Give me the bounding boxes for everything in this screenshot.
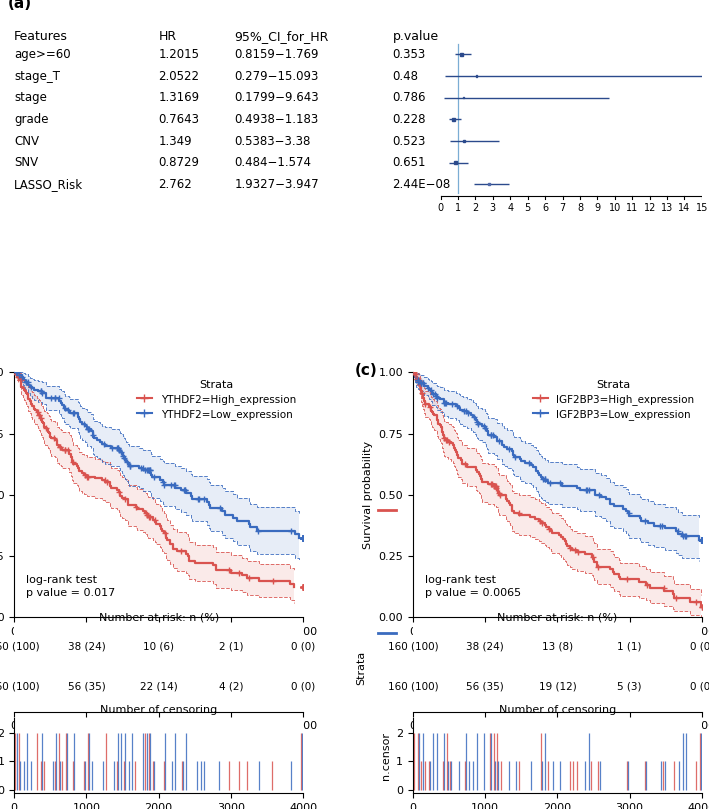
Text: LASSO_Risk: LASSO_Risk [14, 178, 83, 191]
Text: 4: 4 [507, 203, 513, 213]
Text: 22 (14): 22 (14) [140, 682, 177, 692]
X-axis label: Time: Time [144, 642, 173, 655]
Text: 7: 7 [559, 203, 566, 213]
Text: 8: 8 [577, 203, 583, 213]
Bar [476, 75, 477, 77]
Text: 1: 1 [455, 203, 461, 213]
Text: Number at risk: n (%): Number at risk: n (%) [99, 612, 219, 622]
Text: 10: 10 [608, 203, 621, 213]
Text: 1.9327−3.947: 1.9327−3.947 [234, 178, 319, 191]
Text: 0.48: 0.48 [393, 70, 418, 83]
Text: 160 (100): 160 (100) [0, 641, 40, 651]
Text: 10 (6): 10 (6) [143, 641, 174, 651]
Y-axis label: Survival probability: Survival probability [363, 441, 373, 549]
Text: 160 (100): 160 (100) [388, 641, 438, 651]
Text: 15: 15 [696, 203, 708, 213]
Text: 56 (35): 56 (35) [67, 682, 106, 692]
Text: 0.228: 0.228 [393, 113, 426, 126]
Text: p.value: p.value [393, 30, 439, 43]
Legend: YTHDF2=High_expression, YTHDF2=Low_expression: YTHDF2=High_expression, YTHDF2=Low_expre… [133, 375, 300, 424]
Text: CNV: CNV [14, 134, 39, 147]
Text: 12: 12 [644, 203, 656, 213]
Text: 0.786: 0.786 [393, 91, 426, 104]
Text: Number at risk: n (%): Number at risk: n (%) [497, 612, 618, 622]
Text: 0.523: 0.523 [393, 134, 426, 147]
Text: 0.651: 0.651 [393, 156, 426, 169]
Text: 2 (1): 2 (1) [218, 641, 243, 651]
Text: (a): (a) [7, 0, 31, 11]
Text: 0 (0): 0 (0) [291, 641, 316, 651]
Text: age>=60: age>=60 [14, 48, 71, 61]
Text: 0.7643: 0.7643 [159, 113, 200, 126]
Text: 0.8159−1.769: 0.8159−1.769 [234, 48, 319, 61]
Text: grade: grade [14, 113, 49, 126]
Text: 11: 11 [626, 203, 638, 213]
Legend: IGF2BP3=High_expression, IGF2BP3=Low_expression: IGF2BP3=High_expression, IGF2BP3=Low_exp… [528, 375, 699, 424]
Text: stage: stage [14, 91, 47, 104]
Text: Number of censoring: Number of censoring [499, 705, 616, 714]
Text: 0 (0): 0 (0) [690, 641, 709, 651]
Text: SNV: SNV [14, 156, 38, 169]
Text: 5: 5 [525, 203, 531, 213]
Text: 38 (24): 38 (24) [67, 641, 106, 651]
Y-axis label: n.censor: n.censor [381, 731, 391, 780]
Text: 160 (100): 160 (100) [388, 682, 438, 692]
Text: 56 (35): 56 (35) [467, 682, 504, 692]
Text: Strata: Strata [356, 650, 366, 685]
Text: 0.279−15.093: 0.279−15.093 [234, 70, 318, 83]
Bar [454, 162, 457, 164]
Text: 0.8729: 0.8729 [159, 156, 200, 169]
Text: 2.0522: 2.0522 [159, 70, 200, 83]
Text: log-rank test
p value = 0.017: log-rank test p value = 0.017 [26, 574, 115, 598]
Text: 0.353: 0.353 [393, 48, 425, 61]
Text: 95%_CI_for_HR: 95%_CI_for_HR [234, 30, 329, 43]
Bar [460, 53, 463, 56]
Bar [463, 97, 464, 99]
Text: stage_T: stage_T [14, 70, 60, 83]
Text: 9: 9 [594, 203, 601, 213]
Text: 0.4938−1.183: 0.4938−1.183 [234, 113, 318, 126]
Text: 1.349: 1.349 [159, 134, 192, 147]
Text: 1 (1): 1 (1) [618, 641, 642, 651]
Text: log-rank test
p value = 0.0065: log-rank test p value = 0.0065 [425, 574, 520, 598]
Text: 1.3169: 1.3169 [159, 91, 200, 104]
Bar [452, 118, 455, 121]
Text: 6: 6 [542, 203, 548, 213]
Text: 13 (8): 13 (8) [542, 641, 573, 651]
Text: 0: 0 [437, 203, 444, 213]
Bar [488, 184, 490, 185]
Bar [463, 140, 465, 142]
Text: 3: 3 [490, 203, 496, 213]
X-axis label: Time: Time [543, 642, 572, 655]
Text: 0.5383−3.38: 0.5383−3.38 [234, 134, 311, 147]
X-axis label: Time: Time [543, 737, 572, 750]
Text: (c): (c) [355, 362, 378, 378]
Text: 0.1799−9.643: 0.1799−9.643 [234, 91, 319, 104]
Text: 38 (24): 38 (24) [467, 641, 504, 651]
Text: 4 (2): 4 (2) [218, 682, 243, 692]
X-axis label: Time: Time [144, 737, 173, 750]
Text: 0.484−1.574: 0.484−1.574 [234, 156, 311, 169]
Text: 0 (0): 0 (0) [291, 682, 316, 692]
Text: 13: 13 [661, 203, 673, 213]
Text: 1.2015: 1.2015 [159, 48, 200, 61]
Text: 19 (12): 19 (12) [539, 682, 576, 692]
Text: Features: Features [14, 30, 68, 43]
Text: 5 (3): 5 (3) [618, 682, 642, 692]
Text: 0 (0): 0 (0) [690, 682, 709, 692]
Text: 2.44E−08: 2.44E−08 [393, 178, 451, 191]
Text: 14: 14 [679, 203, 691, 213]
Text: Number of censoring: Number of censoring [100, 705, 217, 714]
Text: 2: 2 [472, 203, 479, 213]
Text: 2.762: 2.762 [159, 178, 192, 191]
Text: 160 (100): 160 (100) [0, 682, 40, 692]
Text: HR: HR [159, 30, 177, 43]
